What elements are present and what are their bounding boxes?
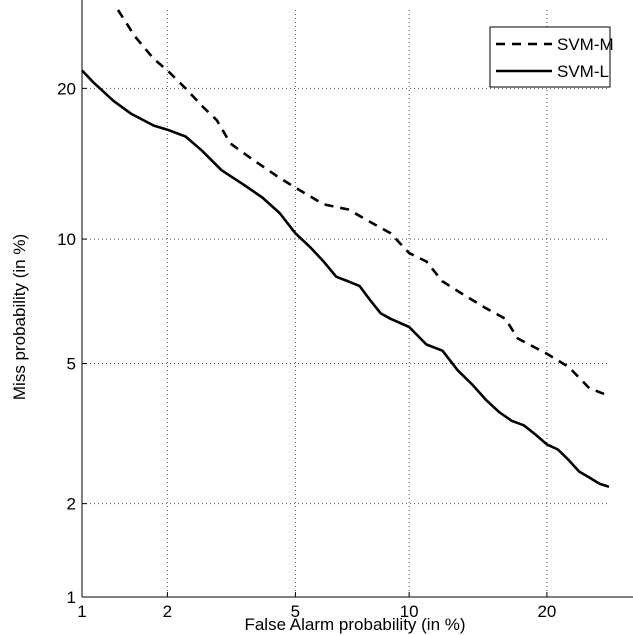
x-tick-label-1: 2 (163, 602, 172, 621)
y-tick-label-4: 20 (57, 79, 76, 98)
legend-label-svm-m: SVM-M (557, 35, 614, 54)
legend-box (489, 26, 611, 88)
x-axis-title: False Alarm probability (in %) (244, 615, 465, 634)
x-tick-label-3: 10 (400, 602, 419, 621)
x-tick-label-0: 1 (77, 602, 86, 621)
x-tick-label-4: 20 (537, 602, 556, 621)
legend: SVM-M SVM-L (489, 26, 614, 88)
y-tick-label-1: 2 (67, 495, 76, 514)
y-tick-label-0: 1 (67, 588, 76, 607)
axes (81, 0, 633, 598)
series-lines (81, 9, 610, 489)
tick-labels: 1 2 5 10 20 1 2 5 10 20 (57, 79, 556, 621)
y-axis-title: Miss probability (in %) (10, 234, 29, 400)
y-tick-label-2: 5 (67, 355, 76, 374)
series-line-svm-m (116, 9, 610, 398)
x-tick-label-2: 5 (291, 602, 300, 621)
series-line-svm-l (81, 69, 610, 489)
y-tick-label-3: 10 (57, 230, 76, 249)
legend-label-svm-l: SVM-L (557, 62, 609, 81)
